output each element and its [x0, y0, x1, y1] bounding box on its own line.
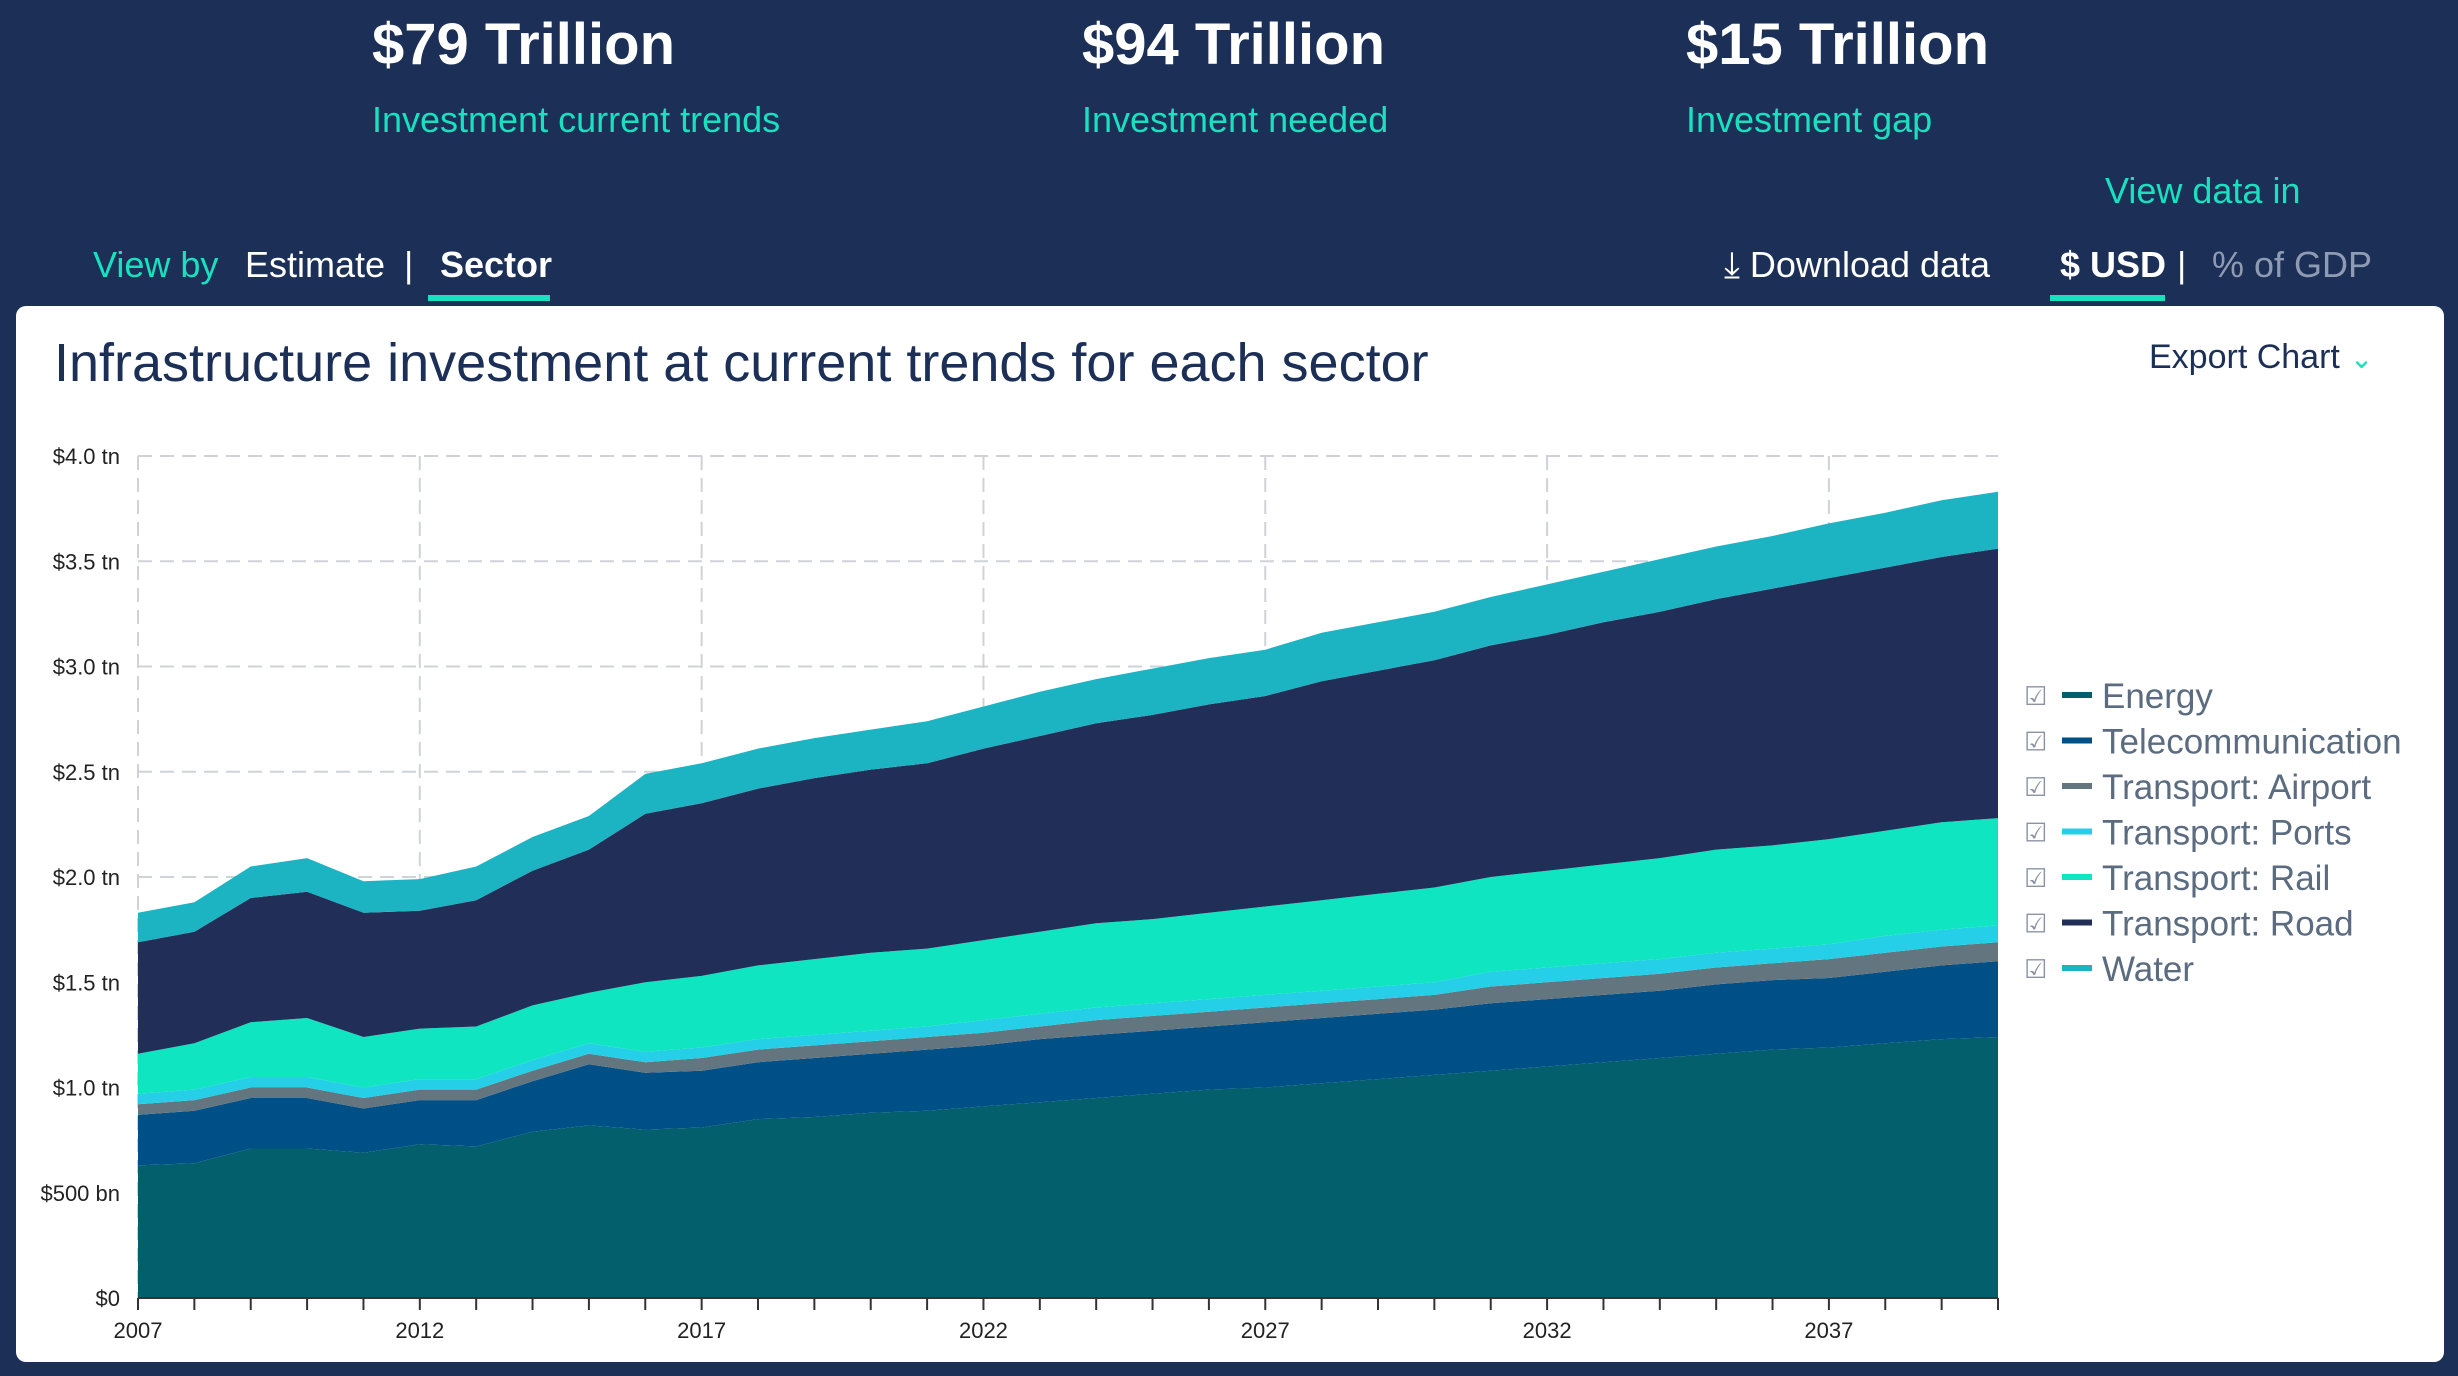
y-tick-label: $0: [96, 1286, 120, 1311]
export-chart-button[interactable]: Export Chart ⌄: [2149, 338, 2373, 377]
y-tick-label: $3.0 tn: [53, 655, 120, 680]
x-tick-label: 2037: [1804, 1318, 1853, 1343]
y-tick-label: $2.5 tn: [53, 760, 120, 785]
view-by-label: View by: [93, 244, 219, 285]
chart-card: Infrastructure investment at current tre…: [16, 306, 2444, 1362]
legend-label[interactable]: Water: [2102, 950, 2194, 989]
series-area-transport-ports: [138, 925, 1998, 1105]
legend-checkbox-icon[interactable]: ☑: [2024, 682, 2047, 712]
series-area-transport-road: [138, 548, 1998, 1054]
y-tick-label: $4.0 tn: [53, 444, 120, 469]
legend-label[interactable]: Transport: Road: [2102, 905, 2354, 944]
stat-label: Investment needed: [1082, 99, 1389, 140]
x-tick-label: 2022: [959, 1318, 1008, 1343]
stacked-area-chart: $0 $500 bn $1.0 tn $1.5 tn $2.0 tn $2.5 tn $3.…: [40, 444, 2402, 1343]
y-tick-label: $3.5 tn: [53, 549, 120, 574]
legend-label[interactable]: Transport: Rail: [2102, 859, 2330, 898]
legend-checkbox-icon[interactable]: ☑: [2024, 728, 2047, 758]
stat-label: Investment current trends: [372, 99, 781, 140]
unit-separator: |: [2177, 244, 2187, 285]
legend-checkbox-icon[interactable]: ☑: [2024, 819, 2047, 849]
series-area-transport-airport: [138, 942, 1998, 1115]
view-by-separator: |: [404, 244, 414, 285]
stat-value: $15 Trillion: [1686, 12, 1989, 77]
view-data-in-label: View data in: [2105, 170, 2301, 211]
chevron-down-icon: ⌄: [2349, 343, 2374, 374]
legend-label[interactable]: Transport: Ports: [2102, 814, 2352, 853]
stat-needed: $94 Trillion Investment needed: [1082, 10, 1388, 142]
view-by-estimate-tab[interactable]: Estimate: [245, 244, 386, 285]
y-tick-label: $1.0 tn: [53, 1076, 120, 1101]
stat-value: $94 Trillion: [1082, 12, 1385, 77]
series-area-energy: [138, 1037, 1998, 1298]
unit-usd-toggle[interactable]: $ USD: [2060, 244, 2167, 285]
x-tick-label: 2017: [677, 1318, 726, 1343]
x-tick-label: 2027: [1241, 1318, 1290, 1343]
legend-checkbox-icon[interactable]: ☑: [2024, 773, 2047, 803]
chart-title: Infrastructure investment at current tre…: [54, 333, 1429, 393]
y-tick-label: $2.0 tn: [53, 865, 120, 890]
stat-gap: $15 Trillion Investment gap: [1686, 10, 1989, 142]
unit-gdp-toggle[interactable]: % of GDP: [2212, 244, 2373, 285]
y-tick-label: $500 bn: [40, 1181, 120, 1206]
stat-label: Investment gap: [1686, 99, 1933, 140]
y-tick-label: $1.5 tn: [53, 970, 120, 995]
legend-checkbox-icon[interactable]: ☑: [2024, 910, 2047, 940]
stat-value: $79 Trillion: [372, 12, 675, 77]
legend-checkbox-icon[interactable]: ☑: [2024, 864, 2047, 894]
stat-current-trends: $79 Trillion Investment current trends: [372, 10, 780, 142]
view-by-sector-tab[interactable]: Sector: [440, 244, 553, 285]
legend-checkbox-icon[interactable]: ☑: [2024, 955, 2047, 985]
x-tick-label: 2007: [114, 1318, 163, 1343]
export-chart-label: Export Chart: [2149, 338, 2340, 376]
legend-label[interactable]: Transport: Airport: [2102, 768, 2371, 807]
sector-tab-active-indicator: [428, 295, 550, 301]
x-tick-label: 2032: [1523, 1318, 1572, 1343]
series-area-telecommunication: [138, 961, 1998, 1166]
download-data-button[interactable]: ⤓ Download data: [1724, 244, 1991, 285]
legend-label[interactable]: Telecommunication: [2102, 723, 2402, 762]
series-area-water: [138, 491, 1998, 943]
usd-active-indicator: [2050, 295, 2165, 301]
x-tick-label: 2012: [395, 1318, 444, 1343]
legend-label[interactable]: Energy: [2102, 677, 2213, 716]
series-area-transport-rail: [138, 818, 1998, 1094]
